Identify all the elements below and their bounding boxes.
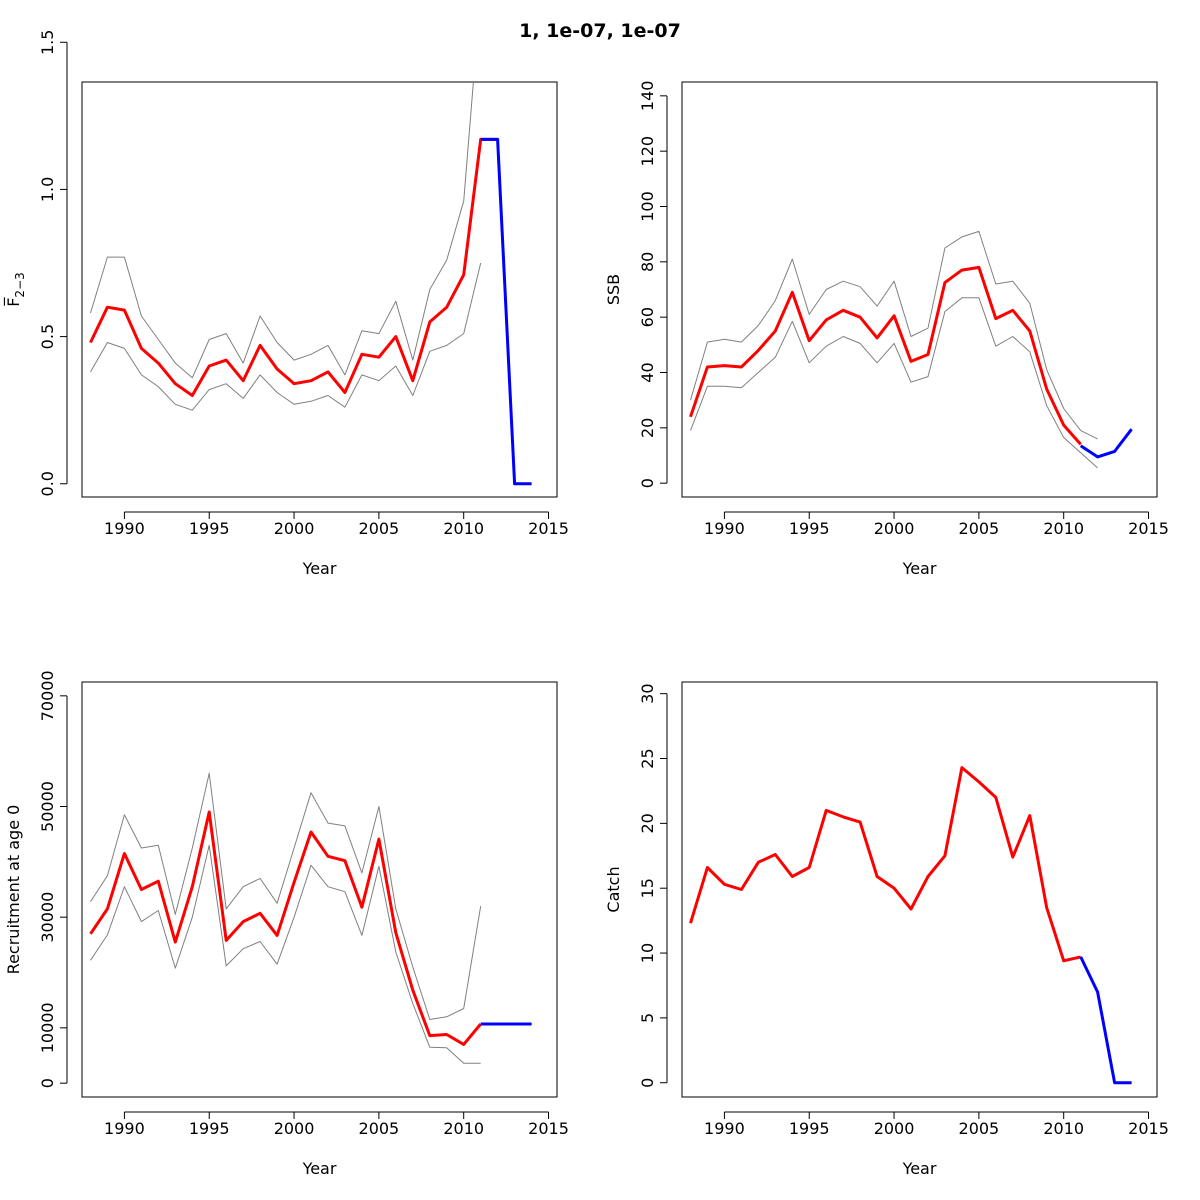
y-tick-label: 30000 <box>38 892 57 943</box>
x-axis-label: Year <box>902 1159 937 1178</box>
y-tick-label: 0 <box>38 1078 57 1088</box>
recruitment-panel: 1990 1995 2000 2005 2010 2015 Year 0 10000 30000 5… <box>4 670 569 1178</box>
x-tick-label: 1990 <box>104 1119 145 1138</box>
y-tick-label: 1.0 <box>38 177 57 202</box>
x-tick-label: 1990 <box>704 519 745 538</box>
y-tick-label: 0.0 <box>38 471 57 496</box>
series-line-estimate <box>89 137 498 397</box>
y-axis-label-subscript: 2−3 <box>13 272 27 297</box>
x-tick-label: 2000 <box>274 1119 315 1138</box>
y-tick-label: 60 <box>638 307 657 327</box>
x-tick-label: 2015 <box>528 519 569 538</box>
y-axis-label: F̅2−3 <box>4 272 27 307</box>
y-tick-label: 5 <box>638 1013 657 1023</box>
x-tick-label: 1990 <box>704 1119 745 1138</box>
series-line-estimate <box>689 766 1082 963</box>
series-line-lower <box>90 844 481 1064</box>
series-line-upper <box>90 82 474 379</box>
series-line-lower <box>90 262 482 411</box>
y-axis-label: Recruitment at age 0 <box>4 805 23 975</box>
x-tick-label: 2005 <box>359 1119 400 1138</box>
f-panel: 1990 1995 2000 2005 2010 2015 Year 0.0 0.5 1.0 1.5… <box>4 30 569 578</box>
series-line-lower <box>690 297 1098 469</box>
x-tick-label: 2000 <box>274 519 315 538</box>
y-tick-label: 15 <box>638 878 657 898</box>
series-line-projection <box>480 137 532 486</box>
series-group <box>89 772 532 1064</box>
x-tick-label: 2010 <box>1043 1119 1084 1138</box>
y-tick-label: 10 <box>638 943 657 963</box>
x-tick-label: 1995 <box>789 1119 830 1138</box>
y-tick-label: 30 <box>638 683 657 703</box>
y-tick-label: 100 <box>638 191 657 222</box>
x-tick-label: 2015 <box>1128 519 1169 538</box>
y-tick-label: 10000 <box>38 1002 57 1053</box>
x-tick-label: 2010 <box>1043 519 1084 538</box>
x-tick-label: 1995 <box>189 1119 230 1138</box>
catch-panel: 1990 1995 2000 2005 2010 2015 Year 0 5 10 15 20 25 30… <box>604 681 1169 1178</box>
x-axis-label: Year <box>302 1159 337 1178</box>
y-tick-label: 20 <box>638 418 657 438</box>
y-axis-label: SSB <box>604 274 623 305</box>
y-tick-label: 20 <box>638 813 657 833</box>
x-tick-label: 2000 <box>874 519 915 538</box>
y-tick-label: 140 <box>638 81 657 112</box>
series-line-upper <box>90 772 482 1020</box>
series-group <box>689 766 1132 1085</box>
x-axis-label: Year <box>902 559 937 578</box>
y-tick-label: 1.5 <box>38 30 57 55</box>
series-group <box>689 230 1133 469</box>
y-tick-label: 40 <box>638 362 657 382</box>
x-tick-label: 1990 <box>104 519 145 538</box>
figure-title: 1, 1e-07, 1e-07 <box>519 20 681 42</box>
x-tick-label: 2005 <box>959 519 1000 538</box>
series-line-projection <box>1079 956 1132 1085</box>
y-tick-label: 0 <box>638 1078 657 1088</box>
y-tick-label: 0.5 <box>38 324 57 349</box>
x-tick-label: 2015 <box>1128 1119 1169 1138</box>
x-tick-label: 2005 <box>959 1119 1000 1138</box>
y-tick-label: 25 <box>638 748 657 768</box>
series-line-projection <box>1079 428 1133 459</box>
y-tick-label: 70000 <box>38 670 57 721</box>
plot-frame <box>81 681 558 1098</box>
plot-frame <box>681 81 1158 498</box>
plot-frame <box>81 81 558 498</box>
series-group <box>89 82 532 486</box>
x-tick-label: 2000 <box>874 1119 915 1138</box>
series-line-estimate <box>689 265 1082 446</box>
series-line-estimate <box>89 810 482 1046</box>
y-tick-label: 80 <box>638 252 657 272</box>
x-tick-label: 2010 <box>443 519 484 538</box>
x-tick-label: 1995 <box>189 519 230 538</box>
x-tick-label: 2015 <box>528 1119 569 1138</box>
y-tick-label: 0 <box>638 478 657 488</box>
y-tick-label: 50000 <box>38 781 57 832</box>
ssb-panel: 1990 1995 2000 2005 2010 2015 Year 0 20 40 60 80 100… <box>604 81 1169 578</box>
plot-frame <box>681 681 1158 1098</box>
x-tick-label: 2005 <box>359 519 400 538</box>
y-axis-label: Catch <box>604 866 623 912</box>
x-axis-label: Year <box>302 559 337 578</box>
y-tick-label: 120 <box>638 136 657 167</box>
series-line-upper <box>690 230 1098 440</box>
x-tick-label: 2010 <box>443 1119 484 1138</box>
x-tick-label: 1995 <box>789 519 830 538</box>
